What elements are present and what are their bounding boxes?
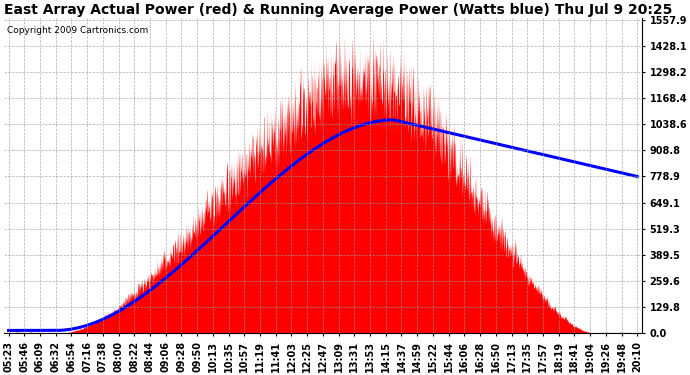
Text: East Array Actual Power (red) & Running Average Power (Watts blue) Thu Jul 9 20:: East Array Actual Power (red) & Running … xyxy=(4,3,672,17)
Text: Copyright 2009 Cartronics.com: Copyright 2009 Cartronics.com xyxy=(7,26,148,35)
